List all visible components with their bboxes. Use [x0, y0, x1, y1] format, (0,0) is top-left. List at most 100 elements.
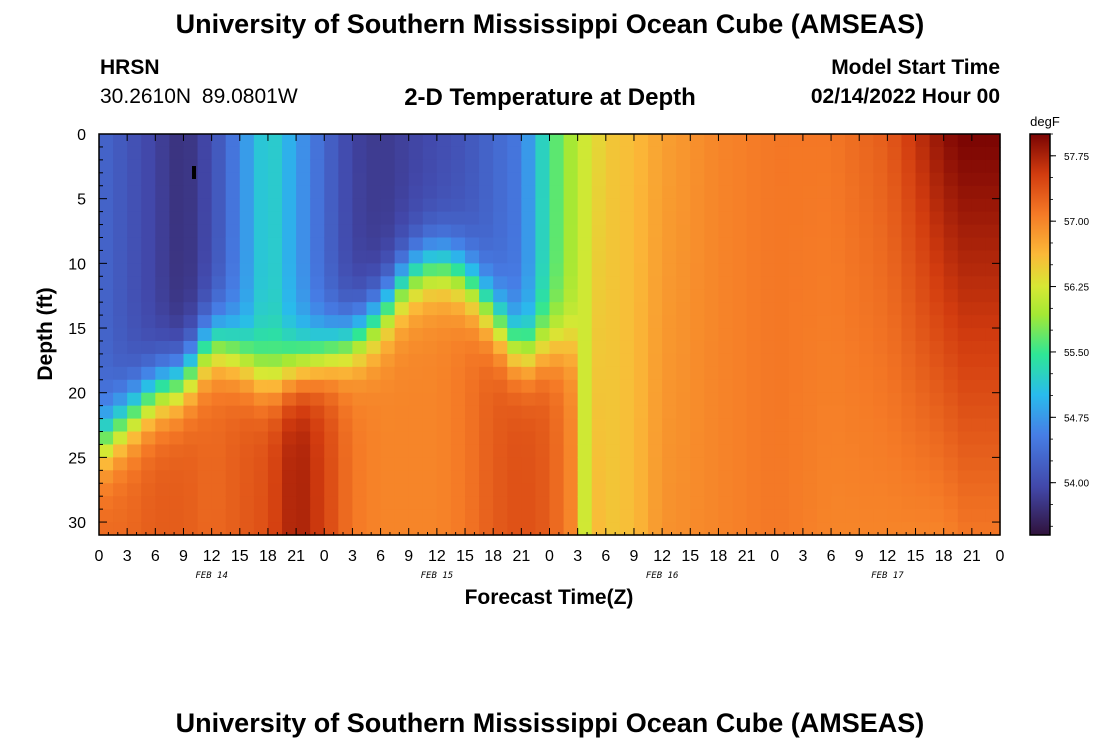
heatmap-cell [802, 483, 818, 497]
heatmap-cell [563, 134, 579, 148]
heatmap-cell [774, 172, 790, 187]
heatmap-cell [760, 302, 776, 316]
heatmap-cell [915, 185, 931, 200]
heatmap-cell [380, 353, 396, 368]
heatmap-cell [648, 509, 663, 523]
heatmap-cell [450, 211, 466, 226]
heatmap-cell [845, 315, 860, 329]
heatmap-cell [774, 353, 790, 368]
heatmap-cell [929, 509, 945, 523]
heatmap-cell [704, 457, 720, 471]
heatmap-cell [648, 340, 663, 355]
heatmap-cell [296, 392, 311, 407]
heatmap-cell [718, 509, 734, 523]
heatmap-cell [915, 509, 931, 523]
heatmap-cell [183, 444, 199, 458]
heatmap-cell [859, 392, 874, 407]
heatmap-cell [296, 146, 311, 161]
heatmap-cell [985, 302, 1001, 316]
heatmap-cell [648, 392, 663, 407]
heatmap-cell [493, 159, 508, 174]
heatmap-cell [859, 289, 874, 303]
heatmap-cell [788, 302, 804, 316]
heatmap-cell [676, 392, 691, 407]
heatmap-cell [155, 172, 170, 187]
heatmap-cell [915, 289, 931, 303]
x-tick-label: 18 [484, 548, 502, 565]
heatmap-cell [197, 522, 213, 536]
heatmap-cell [239, 457, 255, 471]
heatmap-cell [873, 211, 888, 226]
heatmap-cell [774, 134, 790, 148]
heatmap-cell [831, 392, 846, 407]
heatmap-cell [563, 289, 579, 303]
heatmap-cell [310, 146, 325, 161]
heatmap-cell [957, 379, 973, 394]
heatmap-cell [380, 250, 396, 264]
x-tick-label: 18 [935, 548, 953, 565]
heatmap-cell [648, 134, 663, 148]
heatmap-cell [704, 134, 720, 148]
plot-title: 2-D Temperature at Depth [404, 84, 696, 111]
heatmap-cell [155, 185, 170, 200]
heatmap-cell [507, 483, 522, 497]
heatmap-cell [99, 289, 114, 303]
heatmap-cell [971, 483, 987, 497]
heatmap-cell [563, 302, 579, 316]
x-tick-label: 6 [376, 548, 385, 565]
heatmap-cell [662, 315, 677, 329]
heatmap-cell [732, 496, 748, 510]
heatmap-cell [352, 159, 368, 174]
heatmap-cell [535, 522, 551, 536]
heatmap-cell [662, 483, 677, 497]
heatmap-cell [591, 159, 607, 174]
heatmap-cell [873, 159, 888, 174]
heatmap-cell [155, 211, 170, 226]
heatmap-cell [704, 340, 720, 355]
heatmap-cell [380, 431, 396, 446]
heatmap-cell [690, 146, 705, 161]
heatmap-cell [549, 431, 565, 446]
heatmap-cell [648, 146, 663, 161]
heatmap-cell [394, 276, 410, 290]
heatmap-cell [493, 431, 508, 446]
heatmap-cell [113, 146, 128, 161]
heatmap-cell [113, 418, 128, 433]
heatmap-cell [549, 366, 565, 381]
heatmap-cell [197, 405, 213, 420]
heatmap-cell [802, 302, 818, 316]
heatmap-cell [901, 211, 917, 226]
heatmap-cell [831, 328, 846, 342]
heatmap-cell [113, 496, 128, 510]
heatmap-cell [127, 444, 142, 458]
heatmap-cell [141, 509, 156, 523]
heatmap-cell [479, 483, 494, 497]
heatmap-cell [760, 509, 776, 523]
heatmap-cell [310, 302, 325, 316]
heatmap-cell [507, 302, 522, 316]
heatmap-cell [267, 470, 283, 484]
heatmap-cell [197, 315, 213, 329]
heatmap-cell [690, 496, 705, 510]
heatmap-cell [450, 405, 466, 420]
heatmap-cell [732, 146, 748, 161]
heatmap-cell [887, 392, 903, 407]
heatmap-cell [352, 172, 368, 187]
heatmap-cell [324, 379, 339, 394]
heatmap-cell [746, 289, 762, 303]
heatmap-cell [577, 198, 593, 213]
heatmap-cell [352, 418, 368, 433]
heatmap-cell [310, 211, 325, 226]
heatmap-cell [591, 146, 607, 161]
heatmap-cell [155, 237, 170, 252]
heatmap-cell [732, 444, 748, 458]
heatmap-cell [99, 405, 114, 420]
heatmap-cell [619, 496, 635, 510]
heatmap-cell [943, 457, 959, 471]
heatmap-cell [845, 366, 860, 381]
heatmap-cell [422, 302, 438, 316]
heatmap-cell [310, 185, 325, 200]
heatmap-cell [859, 405, 874, 420]
heatmap-cell [535, 237, 551, 252]
heatmap-cell [155, 483, 170, 497]
